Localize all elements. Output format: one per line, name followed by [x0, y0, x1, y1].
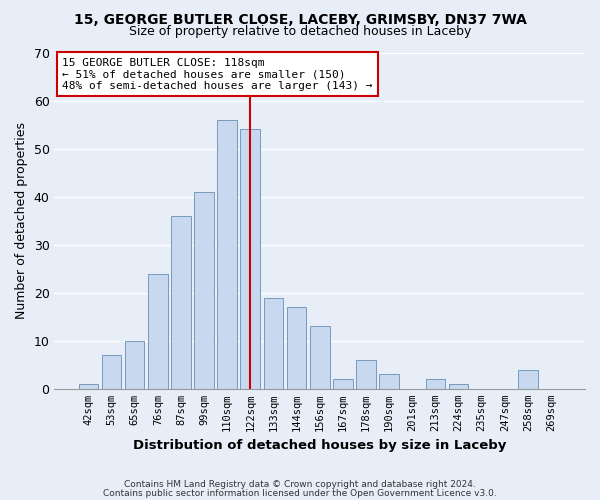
Bar	[333, 379, 353, 389]
Bar	[263, 298, 283, 389]
Bar	[449, 384, 469, 389]
Bar	[287, 307, 307, 389]
Bar	[379, 374, 399, 389]
Bar	[217, 120, 237, 389]
Text: 15 GEORGE BUTLER CLOSE: 118sqm
← 51% of detached houses are smaller (150)
48% of: 15 GEORGE BUTLER CLOSE: 118sqm ← 51% of …	[62, 58, 373, 90]
Text: Contains HM Land Registry data © Crown copyright and database right 2024.: Contains HM Land Registry data © Crown c…	[124, 480, 476, 489]
Bar	[518, 370, 538, 389]
Bar	[101, 355, 121, 389]
Bar	[356, 360, 376, 389]
Bar	[171, 216, 191, 389]
Bar	[194, 192, 214, 389]
Bar	[425, 379, 445, 389]
Y-axis label: Number of detached properties: Number of detached properties	[15, 122, 28, 319]
X-axis label: Distribution of detached houses by size in Laceby: Distribution of detached houses by size …	[133, 440, 506, 452]
Bar	[125, 341, 145, 389]
Bar	[79, 384, 98, 389]
Text: Size of property relative to detached houses in Laceby: Size of property relative to detached ho…	[129, 25, 471, 38]
Bar	[148, 274, 167, 389]
Bar	[310, 326, 329, 389]
Text: Contains public sector information licensed under the Open Government Licence v3: Contains public sector information licen…	[103, 488, 497, 498]
Bar	[241, 130, 260, 389]
Text: 15, GEORGE BUTLER CLOSE, LACEBY, GRIMSBY, DN37 7WA: 15, GEORGE BUTLER CLOSE, LACEBY, GRIMSBY…	[74, 12, 526, 26]
